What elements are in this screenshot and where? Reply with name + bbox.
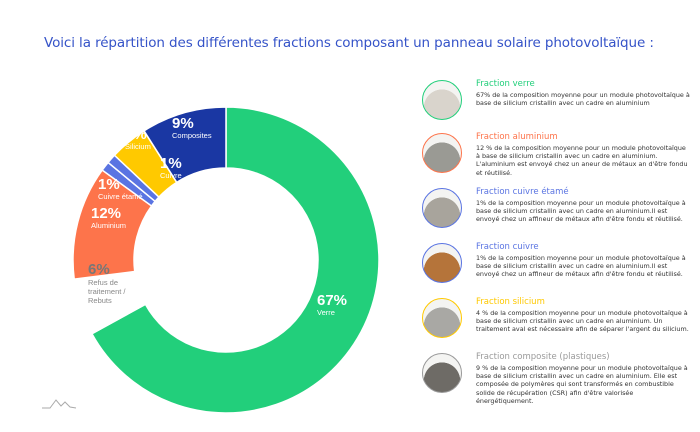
legend-title: Fraction cuivre — [476, 242, 539, 252]
mountain-logo — [42, 399, 77, 409]
label-name: Cuivre — [160, 170, 182, 180]
label-pct: 9% — [172, 115, 194, 132]
legend-title: Fraction verre — [476, 79, 535, 89]
legend-description: 1% de la composition moyenne pour un mod… — [476, 254, 686, 279]
legend-description: 4 % de la composition moyenne pour un mo… — [476, 309, 689, 334]
slice-composites — [142, 106, 227, 184]
label-composites: 9% Composites — [172, 116, 212, 140]
label-pct: 1% — [98, 176, 120, 193]
donut-chart — [72, 106, 380, 414]
fraction-thumbnail — [422, 353, 462, 393]
legend-description: 67% de la composition moyenne pour un mo… — [476, 91, 690, 108]
label-pct: 67% — [317, 292, 348, 309]
label-name: Cuivre étamé — [98, 191, 143, 201]
fraction-thumbnail — [422, 80, 462, 120]
legend-description: 9 % de la composition moyenne pour un mo… — [476, 364, 688, 405]
page-title: Voici la répartition des différentes fra… — [44, 35, 654, 51]
label-cuivre-etame: 1% Cuivre étamé — [98, 177, 143, 201]
fraction-thumbnail — [422, 298, 462, 338]
legend-item: Fraction composite (plastiques) 9 % de l… — [420, 352, 690, 409]
legend-title: Fraction composite (plastiques) — [476, 352, 610, 362]
fraction-thumbnail — [422, 243, 462, 283]
legend-description: 1% de la composition moyenne pour un mod… — [476, 199, 686, 224]
legend-title: Fraction silicium — [476, 297, 545, 307]
label-name: Composites — [172, 130, 212, 140]
label-pct: 12% — [91, 205, 122, 222]
label-pct: 1% — [160, 155, 182, 172]
legend-item: Fraction aluminium 12 % de la compositio… — [420, 132, 690, 189]
fraction-thumbnail — [422, 188, 462, 228]
label-name: Silicium — [125, 141, 151, 151]
legend-title: Fraction aluminium — [476, 132, 558, 142]
label-name: Refus de traitement / Rebuts — [88, 277, 126, 305]
legend-item: Fraction silicium 4 % de la composition … — [420, 297, 690, 354]
label-pct: 4% — [125, 126, 147, 143]
fraction-thumbnail — [422, 133, 462, 173]
legend-item: Fraction cuivre étamé 1% de la compositi… — [420, 187, 690, 244]
legend-item: Fraction cuivre 1% de la composition moy… — [420, 242, 690, 299]
label-silicium: 4% Silicium — [125, 127, 151, 151]
slice-verre — [90, 106, 380, 414]
label-pct: 6% — [88, 261, 110, 278]
label-name: Aluminium — [91, 220, 127, 230]
label-aluminium: 12% Aluminium — [91, 206, 126, 230]
label-verre: 67% Verre — [317, 293, 347, 317]
legend-description: 12 % de la composition moyenne pour un m… — [476, 144, 688, 177]
legend-item: Fraction verre 67% de la composition moy… — [420, 79, 690, 136]
label-refus: 6% Refus de traitement / Rebuts — [88, 262, 148, 305]
label-name: Verre — [317, 307, 335, 317]
legend-title: Fraction cuivre étamé — [476, 187, 569, 197]
label-cuivre: 1% Cuivre — [160, 156, 182, 180]
